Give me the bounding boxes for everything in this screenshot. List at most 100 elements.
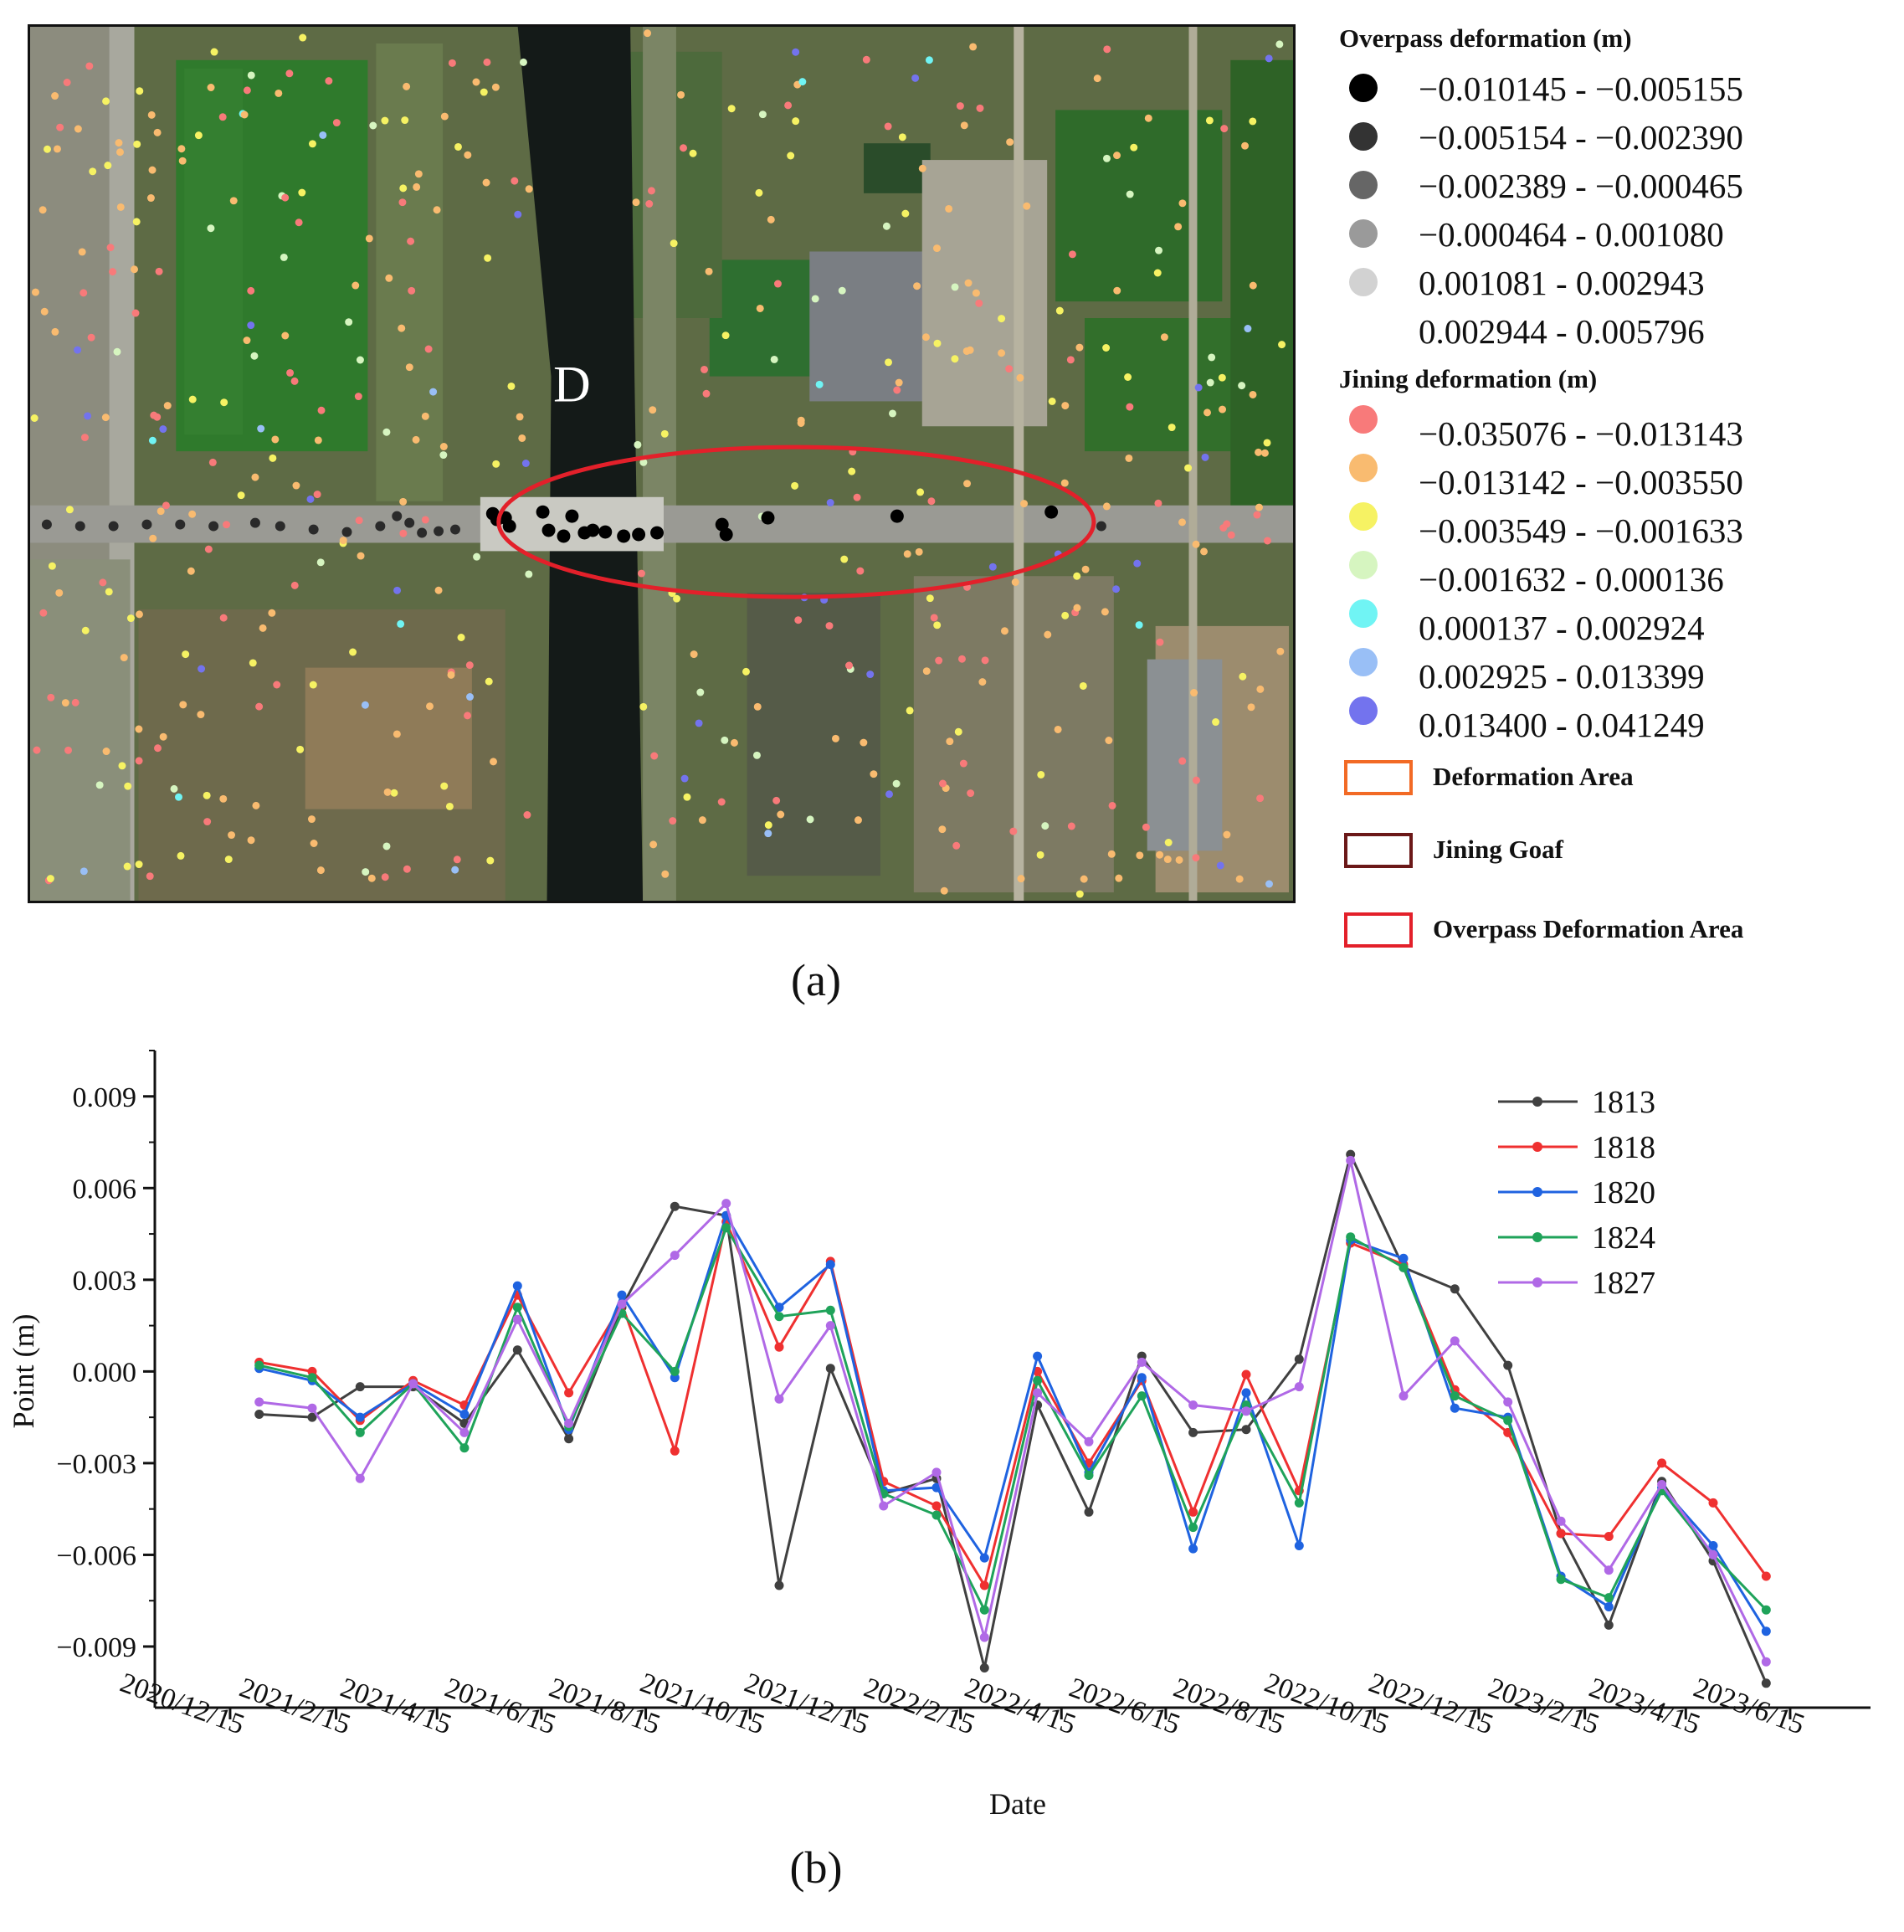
deformation-point (1256, 794, 1265, 803)
deformation-point (224, 856, 233, 864)
deformation-point (673, 594, 681, 603)
deformation-point (978, 678, 987, 686)
deformation-point (721, 331, 730, 340)
legend-box-label: Jining Goaf (1433, 835, 1563, 864)
deformation-point (207, 84, 215, 91)
jining-class-range: −0.035076 - −0.013143 (1419, 414, 1743, 453)
deformation-point (286, 368, 295, 377)
overpass-point (341, 527, 352, 537)
x-tick-label: 2022/6/15 (1065, 1673, 1184, 1741)
deformation-point (523, 811, 531, 819)
data-point (1033, 1388, 1043, 1398)
deformation-point (791, 481, 799, 490)
overpass-point (74, 521, 85, 532)
deformation-point (1278, 341, 1286, 349)
deformation-point (349, 648, 357, 656)
deformation-point (354, 393, 362, 401)
overpass-legend-title: Overpass deformation (m) (1339, 23, 1632, 53)
deformation-point (1276, 647, 1285, 655)
deformation-point (1253, 511, 1261, 519)
deformation-point (249, 659, 257, 667)
deformation-point (178, 157, 187, 165)
deformation-point (412, 435, 420, 444)
deformation-point (1249, 117, 1257, 126)
deformation-point (74, 346, 82, 354)
deformation-point (935, 656, 943, 665)
deformation-point (299, 33, 307, 42)
deformation-point (1265, 54, 1273, 63)
deformation-point (95, 781, 104, 789)
deformation-point (447, 671, 455, 679)
deformation-point (356, 356, 364, 364)
data-point (1241, 1425, 1251, 1435)
data-point (1294, 1498, 1304, 1508)
deformation-point (223, 521, 231, 529)
data-point (670, 1446, 680, 1456)
deformation-point (393, 730, 401, 738)
data-point (512, 1303, 522, 1313)
data-point (1761, 1571, 1771, 1581)
data-point (1556, 1529, 1566, 1539)
data-point (459, 1410, 470, 1419)
jining-class-range: −0.013142 - −0.003550 (1419, 463, 1743, 501)
data-point (254, 1397, 264, 1407)
deformation-point (243, 86, 251, 95)
data-point (1761, 1605, 1771, 1615)
data-point (1604, 1593, 1614, 1603)
overpass-point (1044, 505, 1059, 519)
deformation-point (492, 460, 500, 468)
data-point (1294, 1354, 1304, 1364)
deformation-point (109, 268, 117, 276)
deformation-point (80, 434, 89, 442)
deformation-point (639, 458, 648, 466)
deformation-point (1017, 875, 1025, 883)
deformation-point (1263, 537, 1271, 545)
deformation-point (124, 782, 132, 790)
deformation-point (1020, 500, 1029, 508)
deformation-point (285, 69, 294, 78)
deformation-point (898, 133, 906, 141)
deformation-point (915, 547, 923, 556)
deformation-point (197, 711, 205, 719)
deformation-point (916, 488, 925, 496)
deformation-point (33, 746, 41, 754)
deformation-point (1044, 630, 1052, 639)
deformation-point (639, 702, 648, 711)
overpass-point (586, 523, 600, 537)
deformation-point (177, 145, 186, 153)
deformation-point (281, 193, 290, 202)
deformation-point (365, 234, 373, 243)
data-point (1398, 1391, 1409, 1401)
deformation-point (314, 436, 322, 444)
y-tick-label: 0.003 (73, 1266, 137, 1297)
jining-class-range: 0.013400 - 0.041249 (1419, 706, 1705, 744)
series-1824 (254, 1223, 1771, 1615)
deformation-point (764, 821, 772, 830)
deformation-point (317, 406, 326, 414)
deformation-point (848, 467, 856, 475)
data-point (1188, 1523, 1198, 1533)
deformation-point (426, 702, 434, 711)
deformation-point (956, 102, 964, 110)
deformation-point (742, 667, 750, 676)
deformation-point (1144, 114, 1152, 122)
deformation-point (198, 665, 206, 673)
deformation-point (421, 412, 429, 420)
deformation-point (1208, 353, 1216, 362)
overpass-legend-item: 0.001081 - 0.002943 (1339, 261, 1891, 303)
deformation-point (951, 355, 959, 363)
deformation-point (1201, 453, 1209, 461)
data-point (979, 1580, 989, 1590)
data-point (1556, 1575, 1566, 1585)
deformation-point (162, 501, 170, 510)
deformation-point (884, 122, 892, 131)
deformation-point (243, 337, 251, 345)
deformation-point (219, 614, 228, 622)
jining-class-swatch (1349, 454, 1378, 482)
deformation-point (670, 239, 678, 248)
deformation-point (131, 309, 140, 317)
deformation-point (48, 562, 56, 570)
deformation-point (146, 194, 155, 202)
deformation-point (1135, 621, 1143, 629)
deformation-point (825, 622, 834, 630)
